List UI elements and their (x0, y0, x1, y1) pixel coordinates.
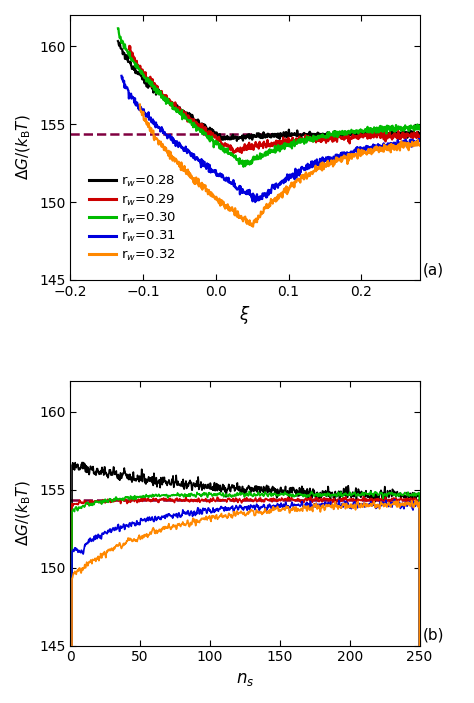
X-axis label: $n_s$: $n_s$ (236, 670, 254, 688)
Legend: r$_w$=0.28, r$_w$=0.29, r$_w$=0.30, r$_w$=0.31, r$_w$=0.32: r$_w$=0.28, r$_w$=0.29, r$_w$=0.30, r$_w… (84, 169, 181, 268)
Text: (a): (a) (423, 262, 444, 277)
Y-axis label: $\Delta G/(k_{\rm B}T)$: $\Delta G/(k_{\rm B}T)$ (15, 480, 33, 546)
Y-axis label: $\Delta G/(k_{\rm B}T)$: $\Delta G/(k_{\rm B}T)$ (15, 115, 33, 181)
Text: (b): (b) (423, 628, 445, 643)
X-axis label: $\xi$: $\xi$ (239, 304, 251, 326)
